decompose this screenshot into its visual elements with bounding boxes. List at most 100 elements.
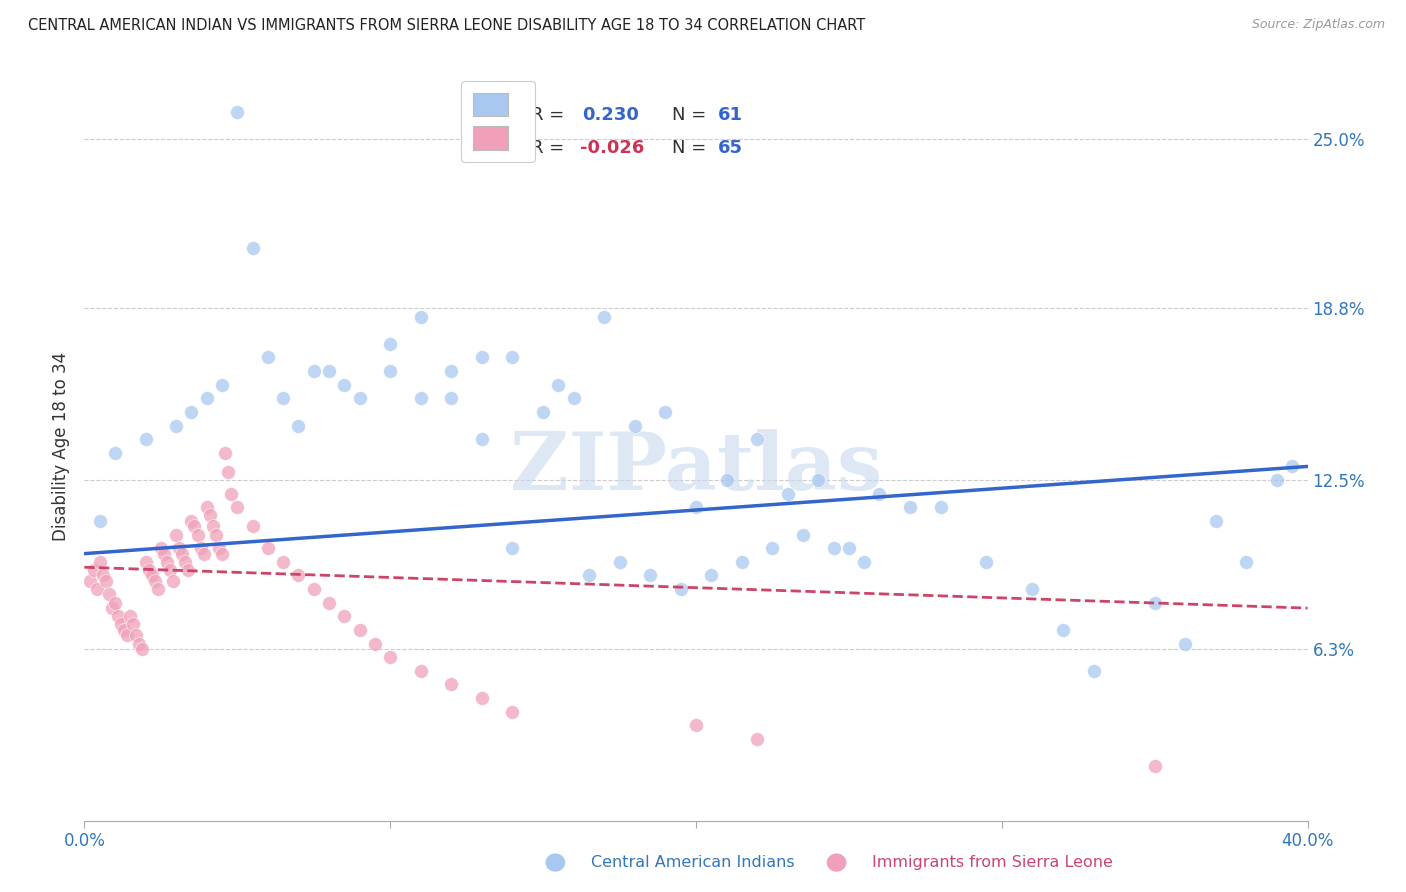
Point bbox=[193, 547, 215, 561]
Point bbox=[186, 527, 208, 541]
Point bbox=[89, 555, 111, 569]
Point bbox=[167, 541, 190, 556]
Point bbox=[226, 500, 249, 515]
Point bbox=[115, 628, 138, 642]
Point bbox=[761, 541, 783, 556]
Point bbox=[318, 596, 340, 610]
Text: N =: N = bbox=[672, 106, 711, 124]
Point bbox=[1174, 636, 1197, 650]
Point bbox=[128, 636, 150, 650]
Point bbox=[502, 705, 524, 719]
Point bbox=[79, 574, 101, 588]
Point bbox=[380, 336, 402, 351]
Point bbox=[159, 563, 181, 577]
Point bbox=[562, 392, 585, 406]
Point bbox=[219, 486, 242, 500]
Point bbox=[380, 364, 402, 378]
Point bbox=[302, 582, 325, 596]
Point bbox=[183, 519, 205, 533]
Point bbox=[112, 623, 135, 637]
Point bbox=[195, 500, 218, 515]
Text: R =: R = bbox=[531, 106, 569, 124]
Point bbox=[547, 377, 569, 392]
Point bbox=[302, 364, 325, 378]
Point bbox=[1021, 582, 1043, 596]
Text: Central American Indians: Central American Indians bbox=[591, 855, 794, 870]
Y-axis label: Disability Age 18 to 34: Disability Age 18 to 34 bbox=[52, 351, 70, 541]
Point bbox=[122, 617, 145, 632]
Point bbox=[1236, 555, 1258, 569]
Point bbox=[1052, 623, 1074, 637]
Text: 0.230: 0.230 bbox=[582, 106, 640, 124]
Point bbox=[141, 568, 163, 582]
Point bbox=[409, 664, 432, 678]
Point bbox=[349, 623, 371, 637]
Point bbox=[669, 582, 692, 596]
Point bbox=[898, 500, 921, 515]
Point bbox=[440, 364, 463, 378]
Point bbox=[217, 465, 239, 479]
Point bbox=[349, 392, 371, 406]
Point bbox=[1281, 459, 1303, 474]
Point bbox=[242, 519, 264, 533]
Point bbox=[156, 555, 179, 569]
Point bbox=[257, 541, 280, 556]
Point bbox=[180, 405, 202, 419]
Point bbox=[685, 718, 707, 732]
Point bbox=[1265, 473, 1288, 487]
Point bbox=[180, 514, 202, 528]
Point bbox=[502, 541, 524, 556]
Point bbox=[165, 418, 187, 433]
Point bbox=[318, 364, 340, 378]
Point bbox=[135, 432, 157, 446]
Point bbox=[120, 609, 142, 624]
Point bbox=[211, 377, 233, 392]
Point bbox=[257, 351, 280, 365]
Point bbox=[502, 351, 524, 365]
Point bbox=[869, 486, 891, 500]
Point bbox=[654, 405, 676, 419]
Point bbox=[226, 105, 249, 120]
Point bbox=[685, 500, 707, 515]
Point bbox=[198, 508, 221, 523]
Text: R =: R = bbox=[531, 139, 569, 157]
Point bbox=[471, 691, 494, 706]
Point bbox=[201, 519, 224, 533]
Point bbox=[208, 541, 231, 556]
Text: Source: ZipAtlas.com: Source: ZipAtlas.com bbox=[1251, 18, 1385, 31]
Point bbox=[531, 405, 554, 419]
Point bbox=[287, 418, 309, 433]
Point bbox=[125, 628, 148, 642]
Point bbox=[165, 527, 187, 541]
Point bbox=[578, 568, 600, 582]
Point bbox=[807, 473, 830, 487]
Point bbox=[89, 514, 111, 528]
Point bbox=[242, 242, 264, 256]
Point bbox=[97, 587, 120, 601]
Point bbox=[1143, 759, 1166, 773]
Point bbox=[153, 547, 176, 561]
Point bbox=[471, 351, 494, 365]
Point bbox=[929, 500, 952, 515]
Point bbox=[146, 582, 169, 596]
Point bbox=[853, 555, 876, 569]
Text: 65: 65 bbox=[718, 139, 742, 157]
Point bbox=[700, 568, 723, 582]
Point bbox=[638, 568, 661, 582]
Point bbox=[138, 563, 160, 577]
Point bbox=[1083, 664, 1105, 678]
Point bbox=[364, 636, 387, 650]
Point bbox=[792, 527, 814, 541]
Point bbox=[174, 555, 197, 569]
Point bbox=[101, 601, 124, 615]
Legend: , : , bbox=[461, 81, 534, 161]
Point bbox=[716, 473, 738, 487]
Point bbox=[104, 446, 127, 460]
Point bbox=[624, 418, 647, 433]
Point bbox=[409, 392, 432, 406]
Point bbox=[440, 677, 463, 691]
Point bbox=[609, 555, 631, 569]
Point bbox=[747, 731, 769, 746]
Point bbox=[135, 555, 157, 569]
Point bbox=[976, 555, 998, 569]
